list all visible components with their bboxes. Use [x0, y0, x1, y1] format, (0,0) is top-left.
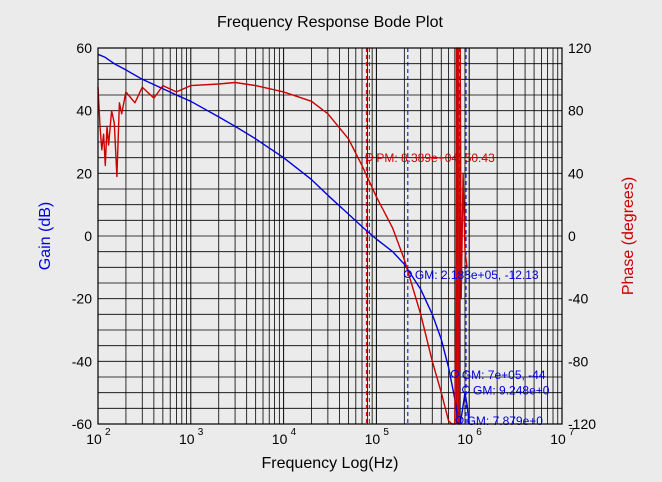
y-tick-left-label: -20	[72, 291, 92, 307]
y-tick-right-label: -40	[568, 291, 588, 307]
x-tick-label: 10	[272, 431, 288, 447]
y-tick-left-label: 20	[76, 165, 92, 181]
y-tick-right-label: 80	[568, 103, 584, 119]
y-tick-left-label: -40	[72, 353, 92, 369]
plot-frame	[97, 47, 563, 425]
series-group	[97, 47, 470, 425]
marker-point	[365, 152, 374, 161]
x-tick-label: 10	[550, 431, 566, 447]
y-axis-right-label: Phase (degrees)	[620, 177, 637, 295]
x-tick-exponent: 4	[291, 427, 297, 438]
x-tick-exponent: 6	[476, 427, 482, 438]
marker-label: GM: 9.248e+0	[473, 384, 550, 398]
y-tick-left-label: 0	[84, 228, 92, 244]
x-tick-label: 10	[86, 431, 102, 447]
grid-lines	[97, 47, 562, 425]
axis-ticks: 10 2 10 3 10 4 10 5 10 6 10 76040200-20-40-60120804…	[72, 40, 596, 447]
x-tick-exponent: 7	[569, 427, 575, 438]
y-axis-left-label: Gain (dB)	[37, 202, 54, 270]
y-tick-right-label: 120	[568, 40, 592, 56]
marker-label: PM: 8.389e+04, 50.43	[376, 151, 495, 165]
chart-title: Frequency Response Bode Plot	[217, 14, 443, 31]
marker-label: GM: 2.183e+05, -12.13	[415, 268, 539, 282]
y-tick-left-label: 40	[76, 103, 92, 119]
series-line-phase	[97, 47, 468, 425]
x-tick-label: 10	[457, 431, 473, 447]
y-tick-left-label: 60	[76, 40, 92, 56]
y-tick-right-label: 40	[568, 165, 584, 181]
y-tick-right-label: -80	[568, 353, 588, 369]
x-tick-exponent: 3	[198, 427, 204, 438]
x-axis-label: Frequency Log(Hz)	[262, 455, 399, 472]
marker-label: GM: 7e+05, -44	[462, 368, 546, 382]
x-tick-exponent: 2	[105, 427, 111, 438]
y-tick-right-label: 0	[568, 228, 576, 244]
y-tick-left-label: -60	[72, 416, 92, 432]
x-tick-label: 10	[179, 431, 195, 447]
marker-point	[403, 270, 412, 279]
x-tick-exponent: 5	[383, 427, 389, 438]
marker-point	[462, 385, 471, 394]
marker-label: GM: 7.879e+0	[467, 414, 544, 428]
x-tick-label: 10	[365, 431, 381, 447]
marker-point	[450, 369, 459, 378]
y-tick-right-label: -120	[568, 416, 596, 432]
